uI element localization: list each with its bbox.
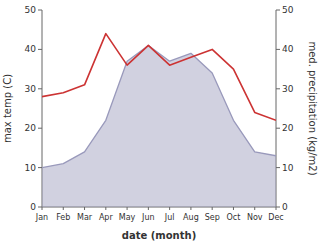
tick-label: Nov (247, 213, 263, 222)
tick-label: 20 (282, 123, 294, 133)
tick-label: 40 (282, 44, 294, 54)
tick-label: 30 (25, 84, 37, 94)
tick (38, 10, 42, 11)
tick-label: 50 (25, 5, 37, 15)
tick-label: Jul (164, 213, 175, 222)
tick (276, 167, 280, 168)
tick-label: May (119, 213, 136, 222)
tick (38, 167, 42, 168)
tick-label: Sep (205, 213, 220, 222)
tick-label: Mar (77, 213, 93, 222)
tick (254, 207, 255, 210)
tick (276, 49, 280, 50)
x-axis-label: date (month) (122, 230, 196, 241)
tick (212, 207, 213, 210)
tick (38, 49, 42, 50)
tick (276, 207, 277, 210)
y-axis-left: 0 10 20 30 40 50 (25, 5, 42, 212)
tick (38, 207, 42, 208)
tick (276, 88, 280, 89)
tick (38, 128, 42, 129)
tick (276, 128, 280, 129)
tick-label: Feb (56, 213, 70, 222)
area (42, 45, 276, 207)
tick-label: 20 (25, 123, 37, 133)
tick-label: Jun (141, 213, 155, 222)
tick-label: 30 (282, 84, 294, 94)
tick-label: 0 (30, 202, 36, 212)
tick (276, 207, 280, 208)
tick-label: 0 (282, 202, 288, 212)
plot-area (42, 34, 276, 207)
tick-label: 10 (282, 163, 294, 173)
tick (190, 207, 191, 210)
line (42, 34, 276, 121)
y2-axis-label: med. precipitation (kg/m2) (307, 41, 318, 175)
tick-label: Aug (183, 213, 199, 222)
tick (63, 207, 64, 210)
x-axis: Jan Feb Mar Apr May Jun Jul Aug Sep Oct Nov Dec (35, 207, 284, 222)
tick-label: 10 (25, 163, 37, 173)
tick (105, 207, 106, 210)
tick (42, 207, 43, 210)
tick-label: 40 (25, 44, 37, 54)
tick (127, 207, 128, 210)
chart: 0 10 20 30 40 50 max temp (C) 0 10 20 30 40 50 med. p… (0, 0, 318, 247)
tick-label: Jan (35, 213, 48, 222)
tick-label: 50 (282, 5, 294, 15)
tick (233, 207, 234, 210)
tick-label: Dec (268, 213, 283, 222)
tick (169, 207, 170, 210)
tick-label: Apr (99, 213, 114, 222)
tick (276, 10, 280, 11)
y-axis-right: 0 10 20 30 40 50 (276, 5, 294, 212)
y-axis-label: max temp (C) (2, 74, 13, 143)
tick (84, 207, 85, 210)
area-line (42, 45, 276, 167)
tick (148, 207, 149, 210)
tick (38, 88, 42, 89)
tick-label: Oct (227, 213, 241, 222)
